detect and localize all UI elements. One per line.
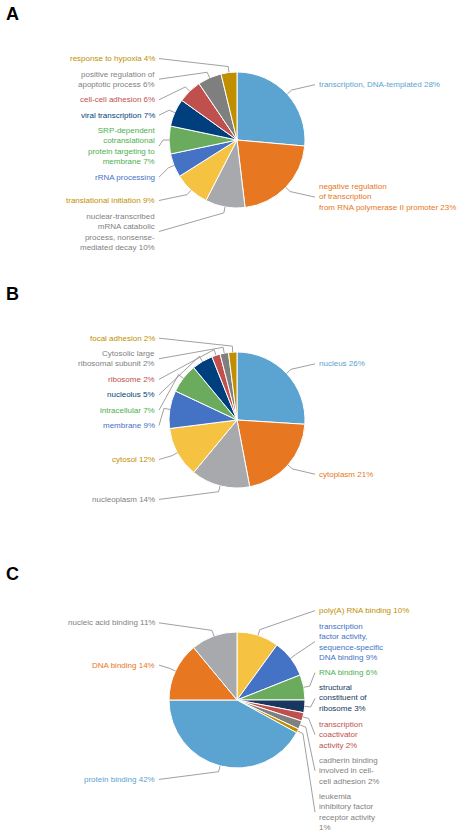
svg-text:rRNA processing: rRNA processing <box>95 173 155 182</box>
svg-text:cytoplasm 21%: cytoplasm 21% <box>319 470 373 479</box>
svg-text:cadherin bindinginvolved in ce: cadherin bindinginvolved in cell-cell ad… <box>319 756 379 786</box>
svg-text:nucleic acid binding 11%: nucleic acid binding 11% <box>68 618 155 627</box>
svg-text:nuclear-transcribedmRNA catabo: nuclear-transcribedmRNA catabolicprocess… <box>80 212 155 252</box>
svg-text:nucleolus 5%: nucleolus 5% <box>107 390 155 399</box>
svg-text:cell-cell adhesion 6%: cell-cell adhesion 6% <box>80 95 155 104</box>
svg-text:poly(A) RNA binding 10%: poly(A) RNA binding 10% <box>319 606 409 615</box>
svg-text:negative regulationof transcri: negative regulationof transcriptionfrom … <box>319 182 456 212</box>
svg-text:translational initiation 9%: translational initiation 9% <box>66 196 155 205</box>
svg-text:protein binding 42%: protein binding 42% <box>84 775 155 784</box>
svg-text:positive regulation ofapoptoti: positive regulation ofapoptotic process … <box>78 70 155 89</box>
svg-text:nucleoplasm 14%: nucleoplasm 14% <box>92 495 155 504</box>
svg-text:structuralconstituent ofriboso: structuralconstituent ofribosome 3% <box>319 683 367 713</box>
svg-text:transcription, DNA-templated 2: transcription, DNA-templated 28% <box>319 80 440 89</box>
svg-text:response to hypoxia 4%: response to hypoxia 4% <box>70 54 155 63</box>
svg-text:cytosol 12%: cytosol 12% <box>112 455 155 464</box>
svg-text:viral transcription 7%: viral transcription 7% <box>81 111 155 120</box>
svg-text:ribosome 2%: ribosome 2% <box>108 375 155 384</box>
svg-text:B: B <box>6 284 19 304</box>
svg-text:membrane 9%: membrane 9% <box>103 421 155 430</box>
svg-text:transcriptioncoactivatoractivi: transcriptioncoactivatoractivity 2% <box>319 720 363 750</box>
svg-text:RNA binding 6%: RNA binding 6% <box>319 668 377 677</box>
svg-text:leukemiainhibitory factorrecep: leukemiainhibitory factorreceptor activi… <box>319 792 375 832</box>
svg-text:transcriptionfactor activity,s: transcriptionfactor activity,sequence-sp… <box>319 622 383 662</box>
svg-text:DNA binding 14%: DNA binding 14% <box>92 661 155 670</box>
svg-text:A: A <box>6 4 19 24</box>
svg-text:Cytosolic largeribosomal subun: Cytosolic largeribosomal subunit 2% <box>78 349 155 368</box>
svg-text:C: C <box>6 564 19 584</box>
svg-text:SRP-dependentcotranslationalpr: SRP-dependentcotranslationalprotein targ… <box>88 126 155 166</box>
svg-text:focal adhesion 2%: focal adhesion 2% <box>90 334 155 343</box>
svg-text:nucleus 26%: nucleus 26% <box>319 359 365 368</box>
svg-text:intracellular 7%: intracellular 7% <box>100 406 155 415</box>
